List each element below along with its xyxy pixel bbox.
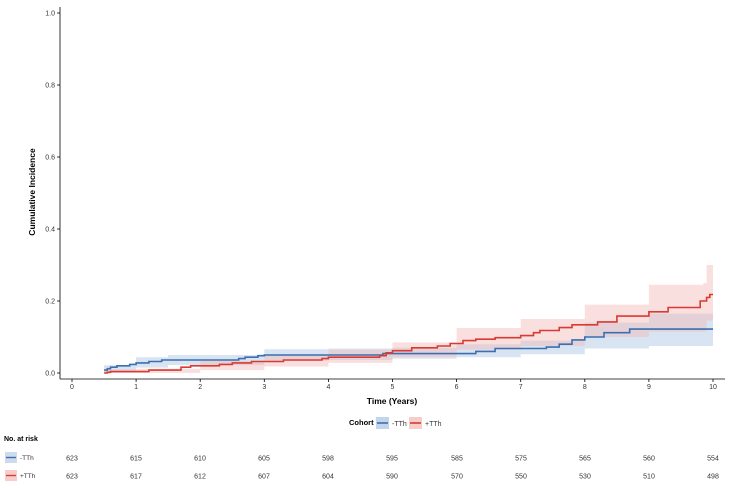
- risk-value: 623: [66, 456, 78, 463]
- risk-value: 605: [258, 456, 270, 463]
- x-tick-label: 4: [326, 384, 330, 391]
- risk-value: 604: [322, 474, 334, 481]
- y-tick-label: 0.6: [45, 155, 55, 162]
- x-tick-label: 8: [583, 384, 587, 391]
- x-axis-label: Time (Years): [367, 396, 418, 406]
- series-line-0: [104, 328, 713, 371]
- risk-value: 510: [643, 474, 655, 481]
- risk-value: 610: [194, 456, 206, 463]
- risk-value: 598: [322, 456, 334, 463]
- risk-value: 565: [579, 456, 591, 463]
- legend: Cohort -TTh +TTh: [349, 417, 442, 429]
- x-tick-label: 10: [709, 384, 717, 391]
- risk-value: 617: [130, 474, 142, 481]
- y-tick-label: 0.2: [45, 299, 55, 306]
- risk-row-label: +TTh: [20, 473, 36, 480]
- legend-entry-label: -TTh: [392, 421, 407, 428]
- x-tick-label: 9: [647, 384, 651, 391]
- y-tick-label: 0.0: [45, 371, 55, 378]
- risk-value: 612: [194, 474, 206, 481]
- risk-value: 575: [515, 456, 527, 463]
- x-tick-label: 2: [198, 384, 202, 391]
- risk-value: 585: [451, 456, 463, 463]
- y-tick-label: 0.8: [45, 83, 55, 90]
- risk-value: 560: [643, 456, 655, 463]
- risk-value: 550: [515, 474, 527, 481]
- x-tick-label: 5: [391, 384, 395, 391]
- risk-value: 623: [66, 474, 78, 481]
- series-lines: [104, 293, 713, 374]
- risk-value: 498: [707, 474, 719, 481]
- risk-value: 607: [258, 474, 270, 481]
- axes: 0.0 0.2 0.4 0.6 0.8 1.0 0 1 2 3 4 5 6 7 8 9 10: [45, 7, 725, 391]
- risk-value: 554: [707, 456, 719, 463]
- legend-entry-label: +TTh: [425, 421, 442, 428]
- y-axis-label: Cumulative Incidence: [27, 148, 37, 236]
- x-tick-label: 6: [455, 384, 459, 391]
- x-tick-label: 1: [134, 384, 138, 391]
- series-line-1: [104, 293, 713, 374]
- risk-table-title: No. at risk: [4, 436, 38, 443]
- x-tick-label: 7: [519, 384, 523, 391]
- x-tick-label: 3: [262, 384, 266, 391]
- risk-table: No. at risk -TTh 623 615 610 605 598 595 585 575…: [4, 436, 719, 481]
- y-tick-label: 1.0: [45, 11, 55, 18]
- risk-value: 590: [386, 474, 398, 481]
- legend-title: Cohort: [349, 418, 374, 427]
- risk-value: 570: [451, 474, 463, 481]
- x-tick-label: 0: [70, 384, 74, 391]
- risk-value: 595: [386, 456, 398, 463]
- risk-value: 615: [130, 456, 142, 463]
- risk-row-label: -TTh: [20, 455, 34, 462]
- risk-value: 530: [579, 474, 591, 481]
- y-tick-label: 0.4: [45, 227, 55, 234]
